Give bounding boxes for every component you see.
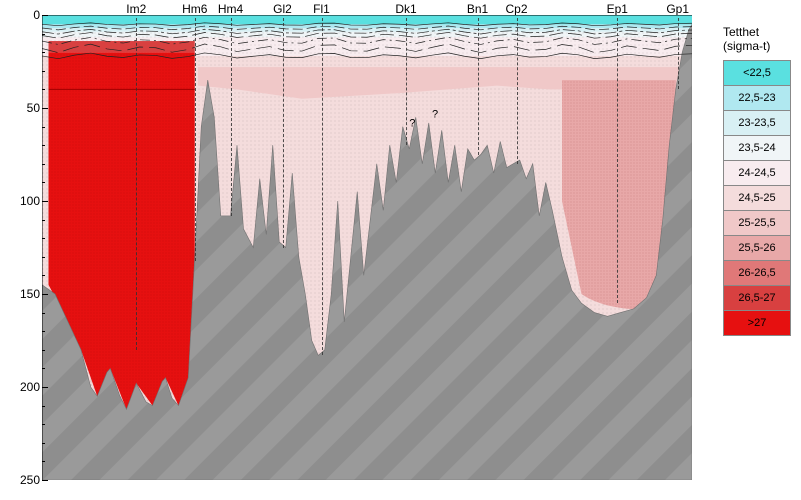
station-line xyxy=(283,18,284,248)
legend-title: Tetthet (sigma-t) xyxy=(723,25,791,54)
station-label: Gp1 xyxy=(666,2,689,16)
legend-item: 26,5-27 xyxy=(723,285,791,311)
station-label: Dk1 xyxy=(395,2,416,16)
uncertainty-marker: ? xyxy=(409,118,415,130)
station-label: Ep1 xyxy=(607,2,628,16)
station-line xyxy=(517,18,518,164)
station-line xyxy=(478,18,479,155)
station-line xyxy=(231,18,232,216)
station-label: Gl2 xyxy=(273,2,292,16)
y-tick-label: 150 xyxy=(0,287,40,301)
legend-item: 25-25,5 xyxy=(723,210,791,236)
station-line xyxy=(136,18,137,350)
legend-item: >27 xyxy=(723,310,791,336)
y-tick-label: 250 xyxy=(0,473,40,487)
legend-item: 23,5-24 xyxy=(723,135,791,161)
station-label: Bn1 xyxy=(467,2,488,16)
station-label: Im2 xyxy=(126,2,146,16)
y-axis: 0 50 100 150 200 250 xyxy=(0,0,40,500)
y-tick-label: 200 xyxy=(0,380,40,394)
legend: Tetthet (sigma-t) <22,522,5-2323-23,523,… xyxy=(723,25,791,335)
legend-item: 22,5-23 xyxy=(723,85,791,111)
station-label: Cp2 xyxy=(505,2,527,16)
y-tick-label: 0 xyxy=(0,8,40,22)
legend-item: 23-23,5 xyxy=(723,110,791,136)
cross-section-chart: ?? Im2 Hm6 Hm4 Gl2 Fl1 Dk1 Bn1 Cp2 Ep1 Gp1 xyxy=(42,0,692,480)
legend-item: 26-26,5 xyxy=(723,260,791,286)
station-line xyxy=(678,18,679,89)
station-line xyxy=(195,18,196,261)
legend-item: 24-24,5 xyxy=(723,160,791,186)
legend-item: <22,5 xyxy=(723,60,791,86)
legend-item: 25,5-26 xyxy=(723,235,791,261)
uncertainty-marker: ? xyxy=(432,108,438,120)
y-tick-label: 50 xyxy=(0,101,40,115)
station-label: Hm4 xyxy=(218,2,243,16)
station-label: Hm6 xyxy=(182,2,207,16)
legend-item: 24,5-25 xyxy=(723,185,791,211)
station-line xyxy=(617,18,618,303)
station-line xyxy=(322,18,323,355)
y-tick-label: 100 xyxy=(0,194,40,208)
station-line xyxy=(406,18,407,145)
station-label: Fl1 xyxy=(313,2,330,16)
